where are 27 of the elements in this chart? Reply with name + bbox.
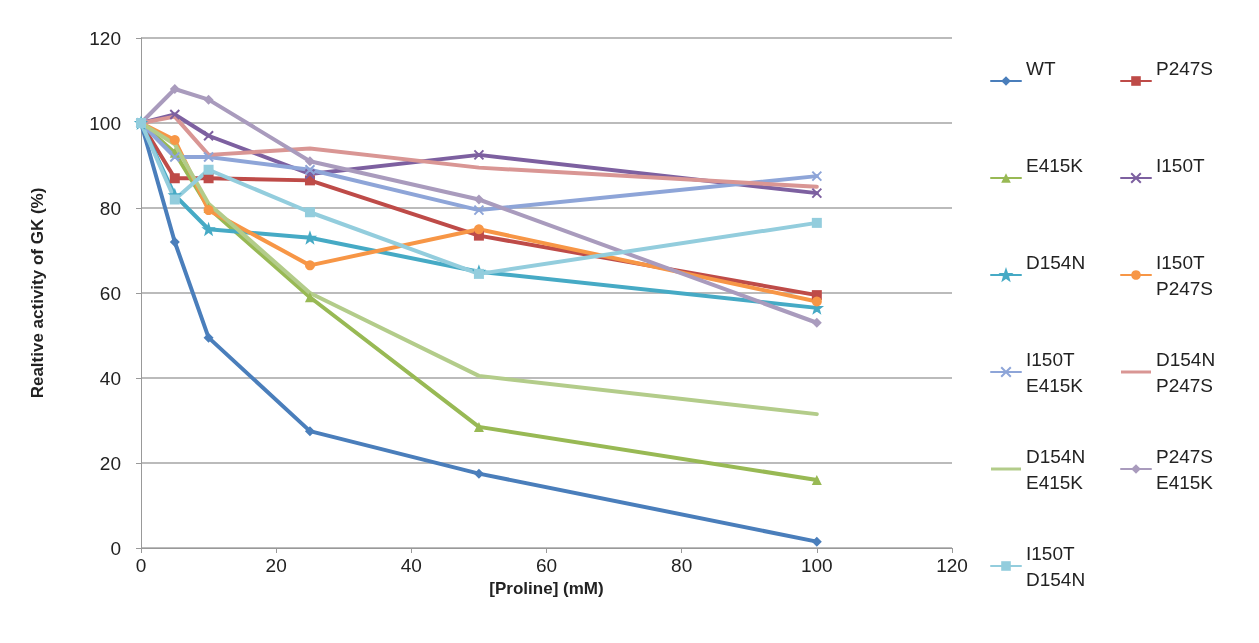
x-tick-label: 60 <box>535 555 558 576</box>
y-tick-label: 20 <box>99 452 121 474</box>
legend-label: I150T D154N <box>1026 542 1086 590</box>
legend-label: I150T <box>1156 154 1205 176</box>
legend-label: P247S <box>1156 57 1214 79</box>
x-tick-label: 120 <box>936 555 968 576</box>
x-tick-label: 100 <box>800 555 833 576</box>
legend-label: I150T P247S <box>1156 251 1214 299</box>
legend-label: I150T E415K <box>1026 348 1084 396</box>
legend-label: E415K <box>1026 154 1084 176</box>
legend-label: D154N <box>1026 251 1086 273</box>
legend-label: D154N E415K <box>1026 445 1086 493</box>
x-tick-label: 80 <box>671 555 693 576</box>
y-axis-title: Realtive activity of GK (%) <box>28 187 47 399</box>
y-tick-label: 80 <box>99 197 121 219</box>
x-tick-label: 0 <box>135 555 147 576</box>
y-tick-label: 100 <box>89 112 121 134</box>
legend-label: D154N P247S <box>1156 348 1216 396</box>
x-tick-label: 20 <box>265 555 287 576</box>
legend-label: WT <box>1026 57 1056 79</box>
legend-label: P247S E415K <box>1156 445 1214 493</box>
x-axis-title: [Proline] (mM) <box>489 578 604 598</box>
y-tick-label: 120 <box>89 27 121 49</box>
y-tick-label: 60 <box>99 282 121 304</box>
y-tick-label: 40 <box>99 367 121 389</box>
y-tick-label: 0 <box>110 537 121 559</box>
x-tick-label: 40 <box>400 555 422 576</box>
